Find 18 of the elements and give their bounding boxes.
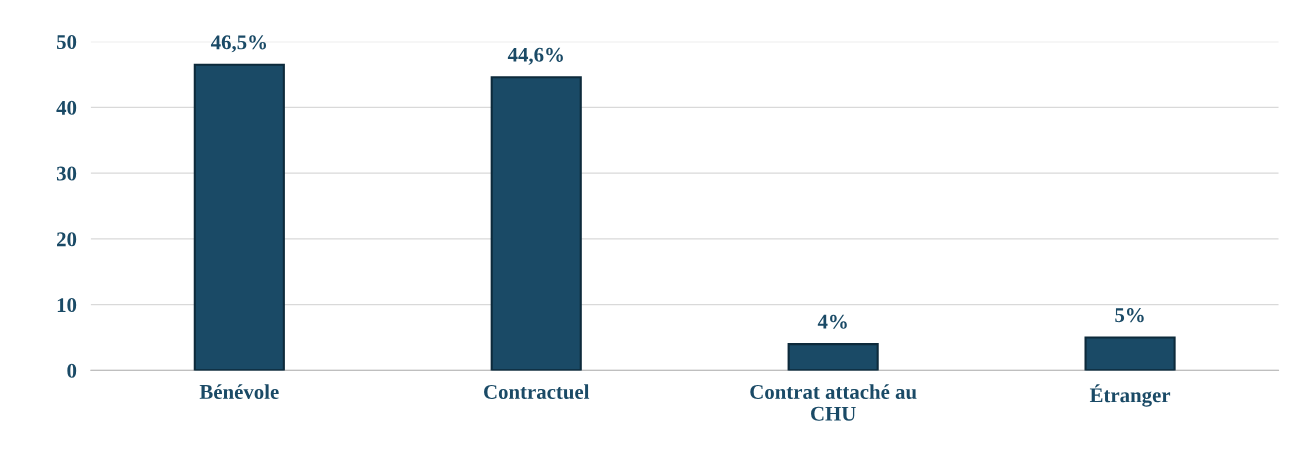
y-tick-label: 10	[57, 298, 77, 313]
x-tick-label: Contractuel	[484, 384, 590, 399]
y-tick-label: 30	[56, 166, 77, 181]
data-label: 4%	[817, 314, 847, 329]
y-tick-label: 0	[67, 363, 77, 378]
y-tick-label: 20	[57, 232, 77, 247]
x-tick-label: Bénévole	[199, 384, 279, 399]
bar	[490, 76, 582, 371]
bar	[787, 343, 879, 371]
x-tick-label: Étranger	[1089, 384, 1171, 407]
bar	[193, 63, 285, 371]
data-label: 46,5%	[210, 35, 267, 53]
data-label: 5%	[1115, 308, 1144, 323]
bar	[1084, 336, 1176, 371]
y-tick-label: 40	[56, 100, 77, 115]
x-tick-label: Contrat attaché au CHU	[750, 384, 917, 421]
data-label: 44,6%	[507, 47, 563, 65]
y-tick-label: 50	[56, 35, 77, 50]
